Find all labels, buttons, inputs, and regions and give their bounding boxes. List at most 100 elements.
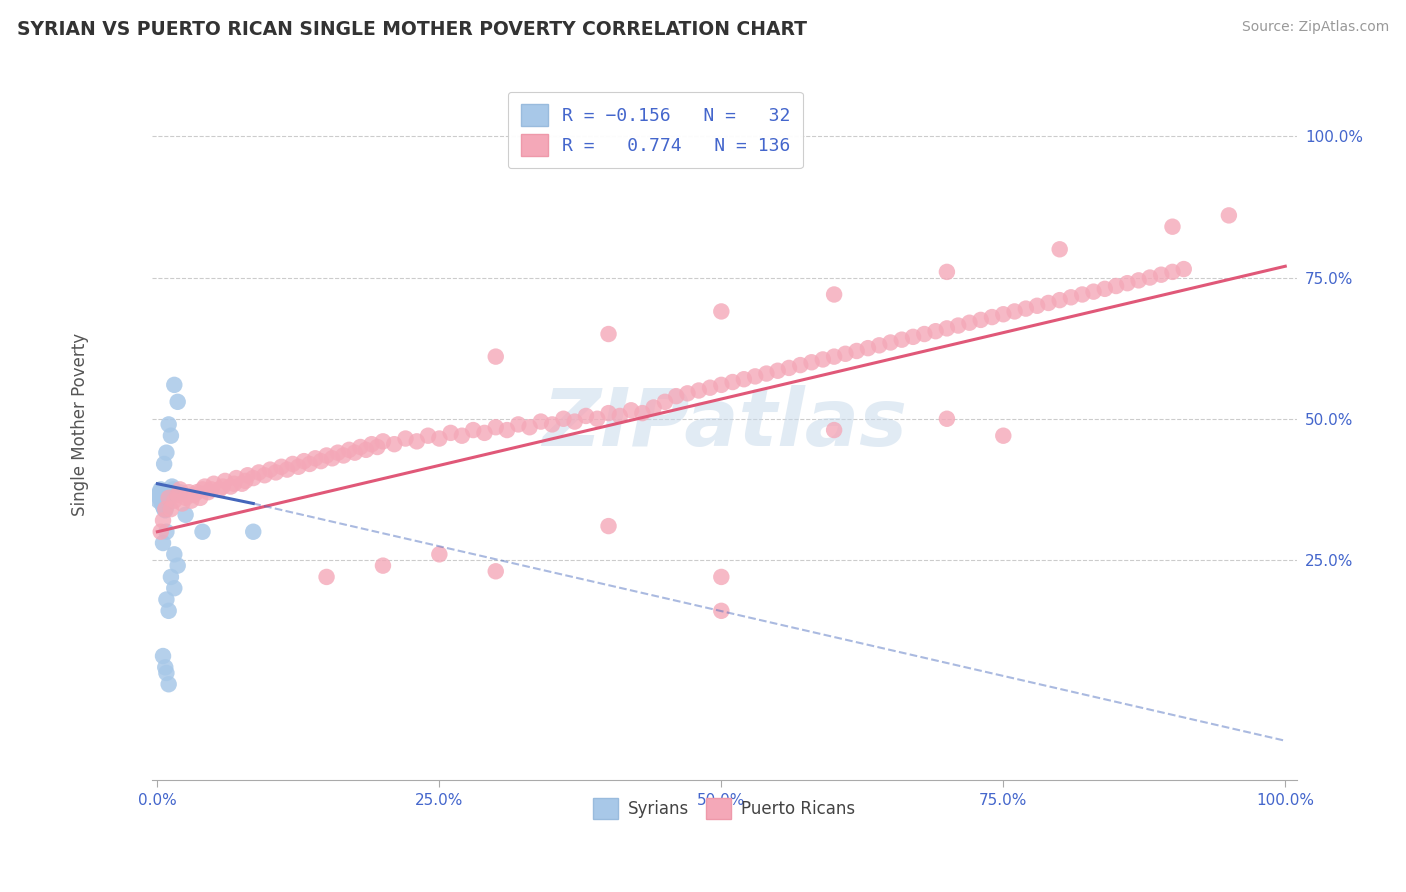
Point [733, 372, 755, 386]
Point [222, 476, 245, 491]
Point [149, 491, 172, 505]
Point [485, 420, 508, 434]
Point [180, 493, 202, 508]
Point [530, 415, 553, 429]
Point [149, 485, 172, 500]
Point [292, 454, 315, 468]
Point [1139, 270, 1161, 285]
Point [879, 335, 901, 350]
Point [149, 483, 172, 497]
Point [665, 389, 688, 403]
Point [371, 558, 394, 573]
Point [172, 496, 194, 510]
Point [163, 547, 186, 561]
Point [959, 316, 981, 330]
Point [155, 496, 177, 510]
Point [281, 457, 304, 471]
Point [710, 304, 733, 318]
Point [993, 428, 1015, 442]
Point [912, 326, 935, 341]
Point [474, 425, 496, 440]
Point [496, 423, 519, 437]
Point [946, 318, 969, 333]
Point [1105, 279, 1128, 293]
Point [710, 377, 733, 392]
Point [1038, 296, 1060, 310]
Point [157, 491, 180, 505]
Point [155, 500, 177, 514]
Point [214, 474, 236, 488]
Point [778, 360, 800, 375]
Point [789, 358, 811, 372]
Point [157, 491, 180, 506]
Point [575, 409, 598, 423]
Point [598, 326, 620, 341]
Point [163, 493, 186, 508]
Point [183, 488, 205, 502]
Point [924, 324, 946, 338]
Point [309, 454, 332, 468]
Point [298, 457, 321, 471]
Point [564, 415, 586, 429]
Point [1060, 290, 1083, 304]
Point [508, 417, 530, 432]
Point [823, 350, 845, 364]
Point [981, 310, 1004, 324]
Point [150, 490, 173, 504]
Point [326, 445, 349, 459]
Point [152, 536, 174, 550]
Point [166, 488, 188, 502]
Point [152, 485, 174, 500]
Point [382, 437, 405, 451]
Point [174, 508, 197, 522]
Point [935, 265, 957, 279]
Point [710, 570, 733, 584]
Point [856, 341, 879, 355]
Point [264, 466, 287, 480]
Point [194, 479, 217, 493]
Point [315, 570, 337, 584]
Point [174, 491, 197, 505]
Point [823, 287, 845, 301]
Point [620, 403, 643, 417]
Point [427, 547, 450, 561]
Point [1150, 268, 1173, 282]
Point [586, 411, 609, 425]
Point [287, 459, 309, 474]
Point [890, 333, 912, 347]
Point [699, 381, 721, 395]
Point [366, 440, 388, 454]
Point [1015, 301, 1038, 316]
Point [242, 524, 264, 539]
Point [155, 445, 177, 459]
Point [935, 411, 957, 425]
Point [343, 445, 366, 459]
Point [598, 519, 620, 533]
Text: ZIPatlas: ZIPatlas [541, 385, 907, 464]
Point [157, 417, 180, 432]
Point [541, 417, 564, 432]
Point [166, 558, 188, 573]
Point [463, 423, 485, 437]
Point [394, 432, 416, 446]
Point [823, 423, 845, 437]
Point [1128, 273, 1150, 287]
Point [169, 483, 191, 497]
Point [553, 411, 575, 425]
Point [811, 352, 834, 367]
Point [148, 493, 170, 508]
Point [332, 449, 354, 463]
Point [152, 513, 174, 527]
Point [225, 471, 247, 485]
Point [485, 564, 508, 578]
Point [337, 442, 360, 457]
Point [1049, 293, 1071, 307]
Point [186, 485, 208, 500]
Point [153, 502, 176, 516]
Point [1083, 285, 1105, 299]
Point [160, 479, 183, 493]
Point [609, 409, 631, 423]
Point [970, 313, 993, 327]
Point [993, 307, 1015, 321]
Point [197, 485, 219, 500]
